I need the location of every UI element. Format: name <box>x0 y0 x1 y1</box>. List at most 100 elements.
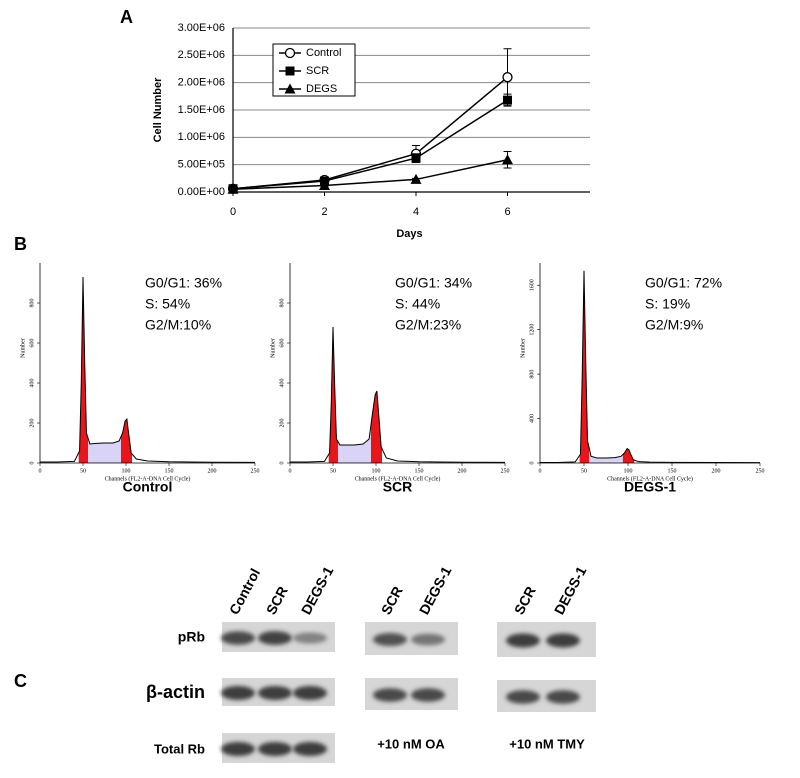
marker <box>502 154 513 165</box>
lane-label: DEGS-1 <box>298 563 337 617</box>
flow-plot: 0 200 400 600 800 0 50 100 150 200 250 Channels (FL… <box>270 263 510 495</box>
x-tick-label: 0 <box>289 468 292 474</box>
s-phase-fill <box>338 424 371 463</box>
panel-caption: Control <box>123 479 173 495</box>
y-axis-label: Number <box>20 338 26 358</box>
legend-marker <box>284 83 296 94</box>
x-tick-label: 250 <box>756 468 765 474</box>
g1-g2-fill <box>579 270 635 463</box>
lane-label: SCR <box>378 584 406 618</box>
blot-band <box>221 631 255 645</box>
phase-annotation: G0/G1: 34% <box>395 275 472 291</box>
x-tick-label: 2 <box>321 206 327 218</box>
x-tick-label: 4 <box>413 206 419 218</box>
y-tick-label: 400 <box>29 379 35 388</box>
panel-label: B <box>14 234 27 254</box>
row-label: Total Rb <box>154 741 205 756</box>
marker <box>411 153 421 163</box>
x-tick-label: 50 <box>330 468 336 474</box>
x-tick-label: 100 <box>624 468 633 474</box>
flow-plot: 0 400 800 1200 1600 0 50 100 150 200 250 Channels (… <box>520 263 765 495</box>
phase-annotation: G2/M:9% <box>645 317 703 333</box>
x-tick-label: 0 <box>539 468 542 474</box>
flow-plot: 0 200 400 600 800 0 50 100 150 200 250 Channels (FL… <box>20 263 260 495</box>
y-axis-label: Number <box>270 338 276 358</box>
blot-band <box>411 688 445 702</box>
x-tick-label: 50 <box>80 468 86 474</box>
y-tick-label: 0 <box>29 462 35 465</box>
lane-label: DEGS-1 <box>416 563 455 617</box>
x-tick-label: 6 <box>504 206 510 218</box>
phase-annotation: G2/M:23% <box>395 317 461 333</box>
phase-annotation: G2/M:10% <box>145 317 211 333</box>
y-axis-label: Number <box>520 338 526 358</box>
marker <box>502 72 513 83</box>
y-tick-label: 1200 <box>529 324 535 336</box>
x-tick-label: 200 <box>208 468 217 474</box>
phase-annotation: S: 54% <box>145 296 190 312</box>
y-tick-label: 0.00E+00 <box>178 186 225 198</box>
x-axis-label: Channels (FL2-A-DNA Cell Cycle) <box>355 475 441 482</box>
g1-g2-fill <box>78 277 133 463</box>
blot-band <box>546 690 580 704</box>
x-tick-label: 0 <box>230 206 236 218</box>
y-tick-label: 600 <box>279 339 285 348</box>
y-tick-label: 5.00E+05 <box>178 159 225 171</box>
y-tick-label: 200 <box>29 419 35 428</box>
x-axis-label: Days <box>396 228 422 240</box>
y-tick-label: 1.00E+06 <box>178 131 225 143</box>
phase-annotation: S: 44% <box>395 296 440 312</box>
series-line <box>232 99 508 190</box>
histogram-line <box>40 276 256 463</box>
lane-label: Control <box>226 566 263 617</box>
x-tick-label: 250 <box>501 468 510 474</box>
x-tick-label: 50 <box>581 468 587 474</box>
y-tick-label: 0 <box>529 462 535 465</box>
phase-annotation: S: 19% <box>645 296 690 312</box>
x-tick-label: 0 <box>39 468 42 474</box>
y-tick-label: 400 <box>529 414 535 423</box>
y-axis-label: Cell Number <box>152 77 164 143</box>
phase-annotation: G0/G1: 72% <box>645 275 722 291</box>
y-tick-label: 800 <box>529 370 535 379</box>
x-axis-label: Channels (FL2-A-DNA Cell Cycle) <box>607 475 693 482</box>
blot-band <box>373 688 407 702</box>
y-tick-label: 1.50E+06 <box>178 104 225 116</box>
x-tick-label: 150 <box>165 468 174 474</box>
lane-label: SCR <box>511 584 539 618</box>
blot-band <box>506 690 540 704</box>
y-tick-label: 800 <box>29 299 35 308</box>
legend-marker <box>284 47 296 59</box>
panel-caption: DEGS-1 <box>624 479 676 495</box>
blot-band <box>506 633 540 648</box>
y-tick-label: 0 <box>279 462 285 465</box>
blot-band <box>293 686 327 700</box>
blot-band <box>411 633 445 646</box>
y-tick-label: 2.50E+06 <box>178 49 225 61</box>
legend-marker <box>285 66 295 76</box>
lane-label: DEGS-1 <box>551 563 590 617</box>
panel-label: C <box>14 671 27 691</box>
phase-annotation: G0/G1: 36% <box>145 275 222 291</box>
legend-label: Control <box>306 47 341 59</box>
lane-label: SCR <box>263 584 291 618</box>
series-line <box>232 159 508 191</box>
marker <box>227 183 239 194</box>
marker <box>503 95 512 105</box>
y-tick-label: 600 <box>29 339 35 348</box>
row-label: β-actin <box>146 682 205 702</box>
x-axis-label: Channels (FL2-A-DNA Cell Cycle) <box>105 475 191 482</box>
x-tick-label: 200 <box>712 468 721 474</box>
treatment-label: +10 nM TMY <box>509 736 585 751</box>
blot-band <box>293 742 327 756</box>
panel-caption: SCR <box>383 479 413 495</box>
blot-band <box>221 686 255 700</box>
blot-band <box>258 742 292 756</box>
blot-band <box>221 742 255 756</box>
y-tick-label: 3.00E+06 <box>178 22 225 34</box>
y-tick-label: 400 <box>279 379 285 388</box>
x-tick-label: 150 <box>415 468 424 474</box>
marker <box>410 173 422 184</box>
g1-g2-fill <box>328 327 383 463</box>
